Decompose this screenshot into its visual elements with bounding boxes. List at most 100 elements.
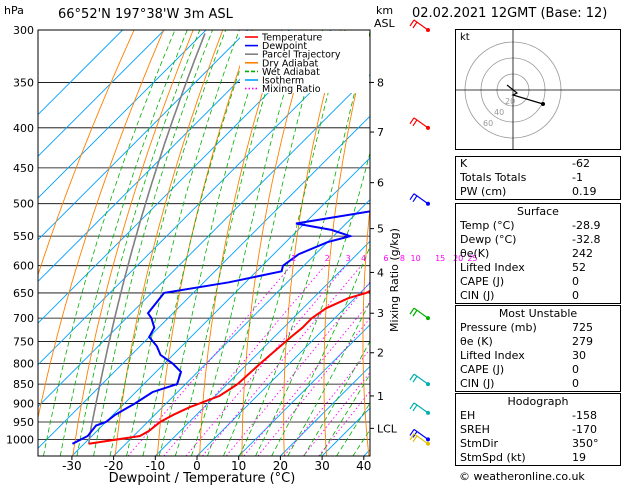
x-tick-label: -30 xyxy=(62,459,82,473)
row-value: 19 xyxy=(572,451,586,464)
mixing-ratio-line xyxy=(257,317,370,456)
wind-barb xyxy=(409,19,429,31)
wet-adiabat-line xyxy=(93,30,213,456)
row-label: Dewp (°C) xyxy=(460,233,517,246)
row-label: CIN (J) xyxy=(460,377,495,390)
table-row: Totals Totals -1 xyxy=(456,171,620,185)
x-tick-label: -20 xyxy=(104,459,124,473)
wet-adiabat-line xyxy=(287,300,370,456)
table-row: StmSpd (kt) 19 xyxy=(456,451,620,465)
mixing-ratio-axis-title: Mixing Ratio (g/kg) xyxy=(388,228,401,332)
pressure-tick-label: 550 xyxy=(13,230,34,243)
km-tick-label: 3 xyxy=(377,307,384,320)
mixing-ratio-line xyxy=(303,371,370,456)
row-value: 0 xyxy=(572,377,579,390)
row-value: 0 xyxy=(572,275,579,288)
wet-adiabat-line xyxy=(255,151,370,456)
legend-entry: Parcel Trajectory xyxy=(262,50,341,61)
isotherm-line xyxy=(38,32,370,366)
mixing-ratio-label: 4 xyxy=(361,254,366,263)
mixing-ratio-label: 6 xyxy=(383,254,388,263)
mixing-ratio-line xyxy=(202,265,362,456)
row-value: -170 xyxy=(572,423,597,436)
pressure-tick-label: 600 xyxy=(13,260,34,273)
pressure-tick-label: 900 xyxy=(13,398,34,411)
legend-entry: Mixing Ratio xyxy=(262,84,321,95)
pressure-tick-label: 950 xyxy=(13,416,34,429)
row-label: Temp (°C) xyxy=(460,219,515,232)
hodograph-box-title: Hodograph xyxy=(507,395,569,408)
wet-adiabat-line xyxy=(76,30,201,456)
row-label: StmSpd (kt) xyxy=(460,451,526,464)
dry-adiabat-line xyxy=(72,30,194,456)
table-row: θe(K) 242 xyxy=(456,247,620,261)
row-label: EH xyxy=(460,409,476,422)
table-row: CAPE (J) 0 xyxy=(456,363,620,377)
table-row: Dewp (°C) -32.8 xyxy=(456,233,620,247)
dry-adiabat-line xyxy=(114,30,224,456)
pressure-tick-label: 700 xyxy=(13,312,34,325)
pressure-tick-label: 350 xyxy=(13,76,34,89)
temperature-line xyxy=(88,289,370,445)
km-tick-label: 5 xyxy=(377,223,384,236)
mixing-ratio-label: 15 xyxy=(435,254,445,263)
table-row: Pressure (mb) 725 xyxy=(456,321,620,335)
pressure-tick-label: 1000 xyxy=(6,433,34,446)
surface-title: Surface xyxy=(517,205,559,218)
mixing-ratio-label: 3 xyxy=(346,254,351,263)
km-label: km xyxy=(376,4,393,17)
x-axis-title: Dewpoint / Temperature (°C) xyxy=(109,471,296,486)
row-label: θe(K) xyxy=(460,247,490,260)
x-tick-label: 20 xyxy=(273,459,288,473)
wet-adiabat-line xyxy=(303,340,370,456)
wet-adiabat-line xyxy=(126,30,240,456)
hodograph-ring-label: 40 xyxy=(494,108,504,117)
dry-adiabat-line xyxy=(241,30,312,456)
mixing-ratio-label: 10 xyxy=(410,254,420,263)
km-tick-label: 6 xyxy=(377,177,384,190)
footer-copyright: © weatheronline.co.uk xyxy=(459,470,585,483)
table-row: Lifted Index 30 xyxy=(456,349,620,363)
row-label: PW (cm) xyxy=(460,185,507,198)
parcel-trajectory-line xyxy=(87,33,206,444)
isotherm-line xyxy=(38,30,165,157)
wet-adiabat-line xyxy=(142,30,254,456)
wind-barb xyxy=(409,402,429,414)
pressure-tick-label: 500 xyxy=(13,198,34,211)
row-value: 350° xyxy=(572,437,599,450)
row-label: K xyxy=(460,157,468,170)
row-label: θe (K) xyxy=(460,335,493,348)
row-value: 30 xyxy=(572,349,586,362)
hodograph-kt-label: kt xyxy=(460,32,470,43)
legend-entry: Dewpoint xyxy=(262,41,307,52)
row-value: 242 xyxy=(572,247,593,260)
table-row: θe (K) 279 xyxy=(456,335,620,349)
pressure-tick-label: 400 xyxy=(13,122,34,135)
row-label: Totals Totals xyxy=(460,171,527,184)
dry-adiabat-line xyxy=(283,30,342,456)
wet-adiabat-line xyxy=(43,30,176,456)
pressure-tick-label: 800 xyxy=(13,358,34,371)
dry-adiabat-line xyxy=(362,204,370,456)
mixing-ratio-line xyxy=(318,390,370,456)
pressure-tick-label: 650 xyxy=(13,287,34,300)
km-tick-label: LCL xyxy=(377,422,398,435)
table-row: Temp (°C) -28.9 xyxy=(456,219,620,233)
row-value: 0.19 xyxy=(572,185,597,198)
table-row: Lifted Index 52 xyxy=(456,261,620,275)
hodograph-box: Hodograph EH -158 SREH -170 StmDir 350° StmSpd… xyxy=(455,393,621,466)
row-label: SREH xyxy=(460,423,490,436)
datetime-title: 02.02.2021 12GMT (Base: 12) xyxy=(412,6,608,21)
km-tick-label: 4 xyxy=(377,266,384,279)
most-unstable-box: Most Unstable Pressure (mb) 725 θe (K) 279 L… xyxy=(455,305,621,392)
wind-barb xyxy=(409,373,429,385)
row-label: Pressure (mb) xyxy=(460,321,537,334)
pressure-tick-label: 300 xyxy=(13,24,34,37)
row-label: Lifted Index xyxy=(460,261,525,274)
mixing-ratio-label: 1 xyxy=(291,254,296,263)
wind-barb xyxy=(409,193,429,205)
row-value: -158 xyxy=(572,409,597,422)
mixing-ratio-line xyxy=(225,281,370,456)
surface-box: Surface Temp (°C) -28.9 Dewp (°C) -32.8 θe(K… xyxy=(455,203,621,304)
mixing-ratio-label: 8 xyxy=(400,254,405,263)
